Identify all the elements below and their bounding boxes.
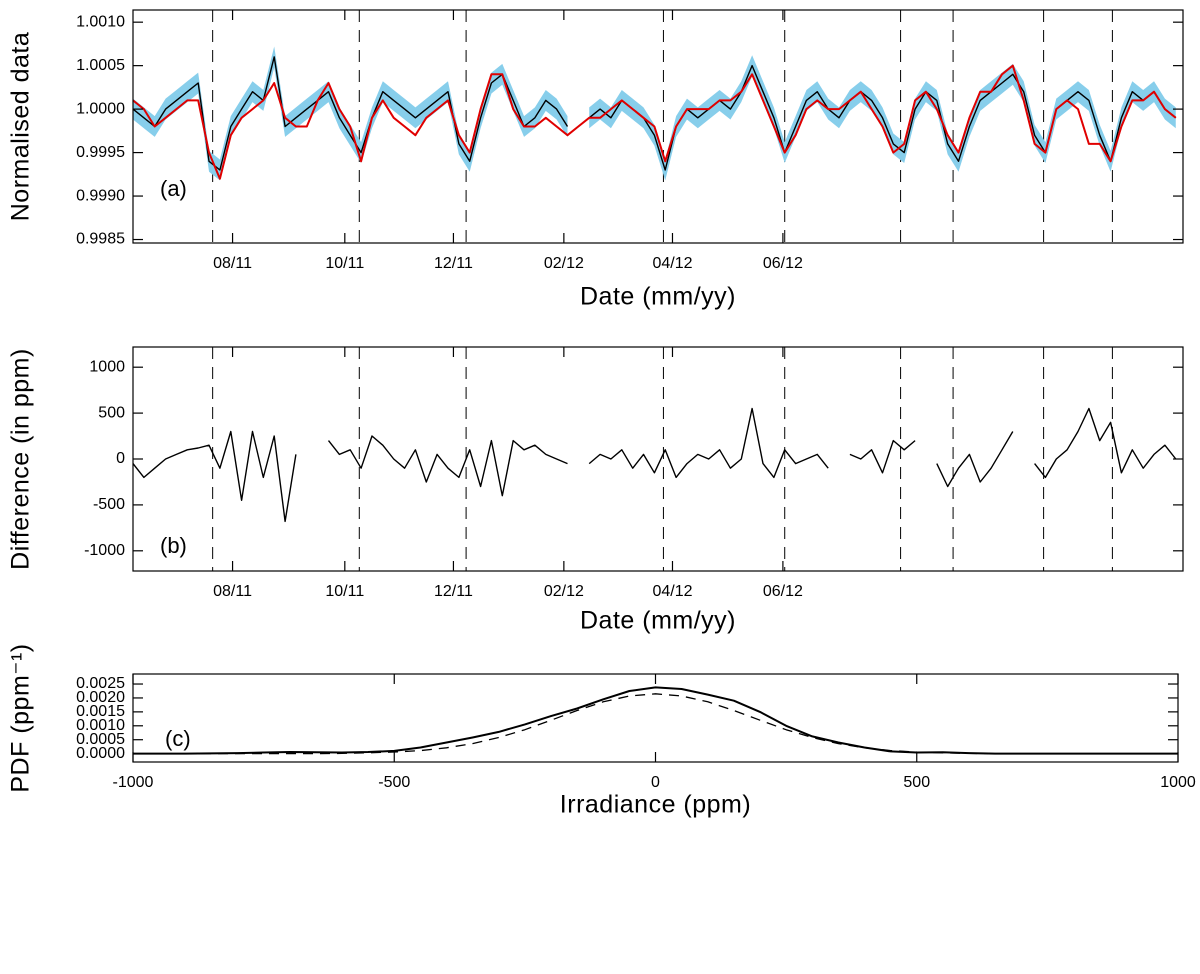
x-tick-label: -500 [378,774,410,791]
x-tick-label: 04/12 [652,583,692,600]
data-line [133,64,1177,180]
x-tick-label: 08/11 [213,583,252,600]
panel-label: (c) [165,726,191,751]
x-axis-label: Irradiance (ppm) [560,791,751,819]
data-line [133,693,1178,755]
x-tick-label: 06/12 [763,583,803,600]
y-tick-label: 0.0025 [76,675,125,692]
y-tick-label: 1.0005 [76,57,125,74]
x-tick-label: 10/11 [325,255,364,272]
x-tick-label: 1000 [1160,774,1196,791]
x-tick-label: -1000 [113,774,154,791]
y-tick-label: 1.0000 [76,100,125,117]
y-tick-label: 0.9990 [76,187,125,204]
y-tick-label: 0.0005 [76,731,125,748]
y-tick-label: 0.0010 [76,717,125,734]
y-tick-label: 0.0015 [76,703,125,720]
y-tick-label: 0.0020 [76,689,125,706]
y-tick-label: 0.9985 [76,231,125,248]
panel-label: (a) [160,176,187,201]
x-tick-label: 0 [651,774,660,791]
y-tick-label: 500 [98,404,125,421]
x-tick-label: 06/12 [763,255,803,272]
data-line [133,407,1177,523]
uncertainty-band [133,46,568,181]
plot-frame [132,346,1184,572]
panel: 0.9985 0.9990 0.9995 1.0000 1.0005 1.0010 08/1… [7,9,1184,311]
plot-area [133,10,1177,243]
y-axis-label: Normalised data [7,32,35,222]
x-tick-label: 12/11 [434,583,473,600]
x-tick-label: 04/12 [652,255,692,272]
x-tick-label: 08/11 [213,255,252,272]
y-tick-label: 0.9995 [76,144,125,161]
x-axis-label: Date (mm/yy) [580,607,736,635]
y-axis-label: PDF (ppm⁻¹) [7,643,35,792]
y-tick-label: 0.0000 [76,745,125,762]
y-axis-label: Difference (in ppm) [7,348,35,570]
plot-frame [132,9,1184,244]
x-tick-label: 12/11 [434,255,473,272]
x-axis-label: Date (mm/yy) [580,283,736,311]
y-tick-label: -500 [93,496,125,513]
panel: -1000 -500 0 500 1000 08/11 10/11 12/11 02/12 04/… [7,346,1184,635]
x-tick-label: 10/11 [325,583,364,600]
y-tick-label: 1.0010 [76,13,125,30]
x-tick-label: 02/12 [544,255,584,272]
x-tick-label: 500 [903,774,930,791]
panel-label: (b) [160,533,187,558]
y-tick-label: 1000 [89,358,125,375]
y-tick-label: 0 [116,450,125,467]
plot-area [133,347,1177,571]
x-tick-label: 02/12 [544,583,584,600]
data-line [133,686,1178,755]
plot-area [133,686,1178,755]
y-tick-label: -1000 [84,542,125,559]
